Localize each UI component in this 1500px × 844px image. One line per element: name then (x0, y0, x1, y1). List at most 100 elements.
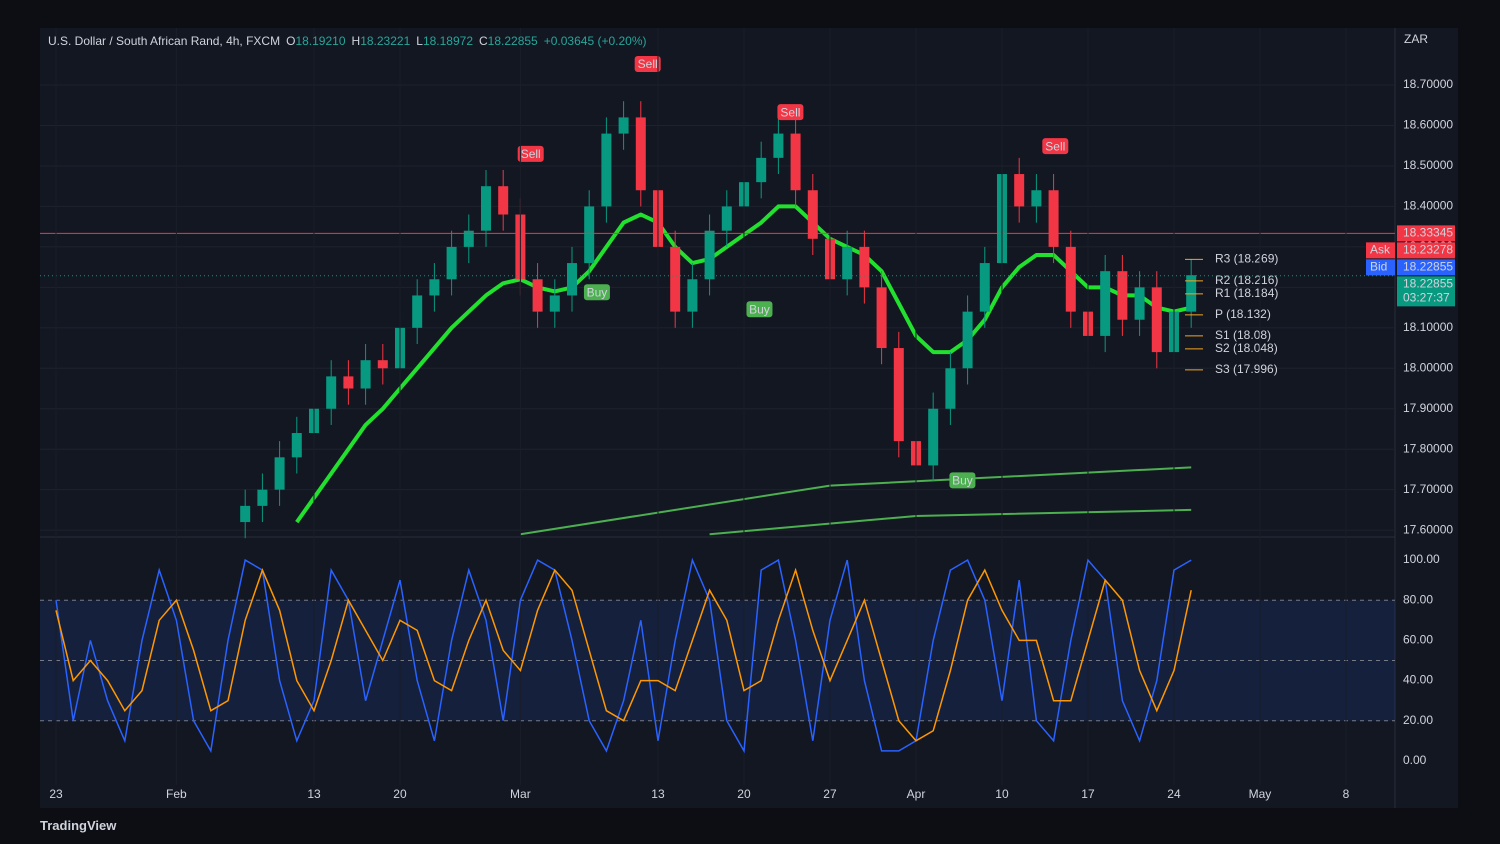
y-tick-label: 17.70000 (1403, 482, 1453, 496)
x-tick-label: 8 (1343, 787, 1350, 801)
candle-body (945, 368, 956, 409)
price-tag-key-box (1366, 242, 1395, 259)
legend-header: U.S. Dollar / South African Rand, 4h, FX… (48, 34, 646, 48)
candle-body (326, 376, 337, 409)
oscillator-line (55, 567, 1192, 742)
x-tick-label: 24 (1167, 787, 1181, 801)
price-tag-label: 18.22855 (1403, 260, 1453, 274)
candle-body (893, 348, 904, 442)
candle-body (859, 246, 870, 288)
candle-body (532, 279, 543, 312)
signal-badge (949, 472, 976, 489)
signal-badge (634, 55, 661, 72)
candle-body (291, 433, 302, 458)
price-tag (1397, 225, 1455, 242)
price-tag (1397, 259, 1455, 276)
candle-body (498, 186, 509, 215)
candle-body (876, 287, 887, 349)
y-tick-label: 18.70000 (1403, 77, 1453, 91)
ohlc-key: C (479, 34, 488, 48)
price-tag-label: 18.22855 (1403, 277, 1453, 291)
candle-body (1134, 287, 1145, 320)
candle-body (480, 186, 491, 231)
symbol: U.S. Dollar / South African Rand, 4h, FX… (48, 34, 281, 48)
x-tick-label: 23 (49, 787, 63, 801)
candle-body (566, 263, 577, 296)
candle-body (1100, 271, 1111, 336)
candle-body (670, 246, 681, 312)
pivot-label: R1 (18.184) (1215, 286, 1278, 300)
candle-body (721, 206, 732, 231)
signal-label: Sell (638, 57, 658, 71)
candle-body (257, 489, 268, 506)
candle-body (377, 360, 388, 369)
candle-body (962, 311, 973, 369)
candle-body (1065, 246, 1076, 312)
pivot-label: S1 (18.08) (1215, 328, 1271, 342)
signal-badge (583, 284, 610, 301)
candle-body (635, 117, 646, 191)
candle-body (601, 133, 612, 207)
ohlc-key: L (416, 34, 423, 48)
candle-body (549, 295, 560, 312)
candle-body (463, 230, 474, 247)
signal-label: Buy (749, 302, 770, 316)
pivot-label: R3 (18.269) (1215, 252, 1278, 266)
ohlc-value: 18.23221 (360, 34, 411, 48)
candle-body (1048, 190, 1059, 247)
signal-badge (777, 104, 804, 121)
y-tick-label: 17.80000 (1403, 441, 1453, 455)
pivot-label: R2 (18.216) (1215, 273, 1278, 287)
price-tag-key-box (1366, 259, 1395, 276)
price-tag-key: Bid (1370, 260, 1387, 274)
ohlc-value: 18.19210 (295, 34, 346, 48)
ohlc-key: O (286, 34, 296, 48)
candle-body (429, 279, 440, 296)
ohlc-value: 18.22855 (487, 34, 538, 48)
candle-body (1151, 287, 1162, 353)
ohlc-value: 18.18972 (422, 34, 473, 48)
y-tick-label: 18.00000 (1403, 360, 1453, 374)
candle-body (842, 246, 853, 280)
x-tick-label: Apr (907, 787, 926, 801)
signal-badge (746, 301, 773, 318)
candle-body (687, 279, 698, 312)
pivot-label: P (18.132) (1215, 307, 1271, 321)
candle-body (928, 408, 939, 466)
x-tick-label: 17 (1081, 787, 1095, 801)
y-tick-label: 18.50000 (1403, 158, 1453, 172)
signal-label: Sell (1045, 139, 1065, 153)
y-tick-label: 80.00 (1403, 592, 1433, 606)
y-tick-label: 18.60000 (1403, 118, 1453, 132)
candle-body (1117, 271, 1128, 320)
chart-background (40, 28, 1458, 808)
pivot-label: S2 (18.048) (1215, 341, 1278, 355)
price-tag-label: 18.33345 (1403, 226, 1453, 240)
x-tick-label: 13 (307, 787, 321, 801)
x-tick-label: 13 (651, 787, 665, 801)
y-tick-label: 100.00 (1403, 552, 1440, 566)
y-tick-label: 20.00 (1403, 713, 1433, 727)
candle-body (790, 133, 801, 191)
candle-body (240, 505, 251, 523)
candle-body (412, 295, 423, 328)
candle-body (979, 263, 990, 312)
signal-badge (517, 145, 544, 162)
price-tag-timer: 03:27:37 (1403, 291, 1450, 305)
oscillator-line (55, 557, 1192, 754)
candle-body (756, 157, 767, 183)
change: +0.03645 (+0.20%) (543, 34, 647, 48)
candle-body (704, 230, 715, 280)
x-tick-label: 10 (995, 787, 1009, 801)
candle-body (773, 133, 784, 158)
y-tick-label: 17.90000 (1403, 401, 1453, 415)
x-tick-label: Mar (510, 787, 531, 801)
y-tick-label: 0.00 (1403, 753, 1427, 767)
signal-label: Buy (587, 285, 608, 299)
price-tag (1397, 276, 1455, 307)
y-tick-label: 17.60000 (1403, 522, 1453, 536)
signal-label: Sell (780, 105, 800, 119)
candle-body (807, 190, 818, 239)
